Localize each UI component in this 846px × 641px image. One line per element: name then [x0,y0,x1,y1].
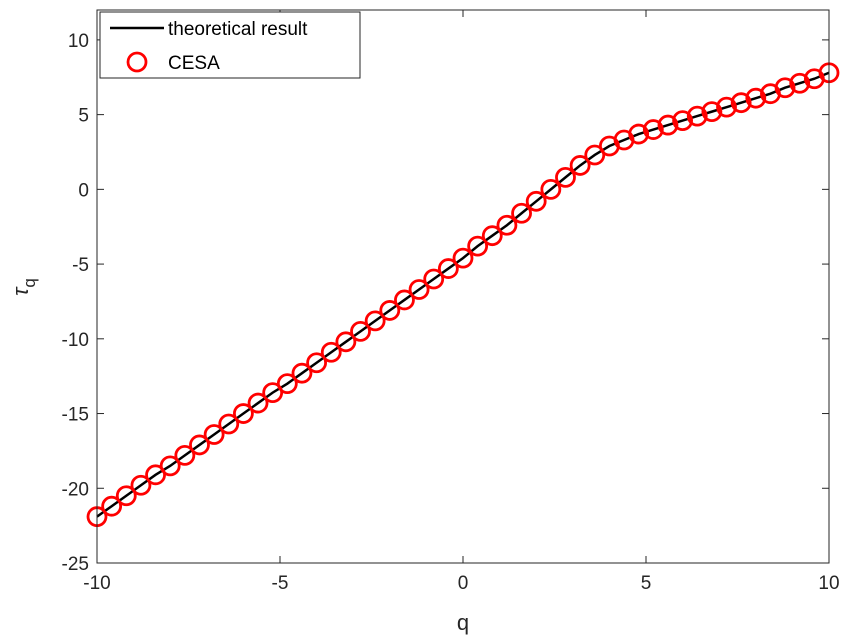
cesa-point [701,101,723,123]
x-tick-label: 5 [641,573,652,594]
y-tick-label: 5 [78,106,89,127]
cesa-point [203,424,225,445]
cesa-point [642,119,664,140]
legend-entry-cesa: CESA [168,53,220,74]
cesa-point [115,485,137,507]
cesa-point [130,474,152,496]
plot-area [97,10,829,563]
y-tick-label: -15 [62,405,89,426]
series-layer [86,62,840,528]
y-tick-label: -25 [62,554,89,575]
cesa-point [218,413,240,435]
cesa-point [145,464,166,486]
y-axis-label-subscript: q [20,278,39,287]
cesa-point [291,362,313,384]
cesa-point [189,434,210,456]
cesa-point [262,382,284,404]
legend-entry-theoretical: theoretical result [168,19,308,40]
cesa-point [452,247,474,269]
y-tick-label: -5 [72,255,89,276]
cesa-point [496,214,518,236]
cesa-point [540,178,562,200]
x-tick-label: 10 [818,573,839,594]
y-tick-label: 10 [68,31,89,52]
cesa-point [481,225,503,247]
axes-layer: -10 -5 0 5 10 -25 -20 -15 -10 -5 0 5 10 [62,9,840,594]
cesa-point [789,72,811,94]
cesa-point [379,300,401,321]
cesa-point [657,114,679,136]
cesa-point [555,166,576,188]
cesa-point [745,87,767,109]
cesa-point [525,190,547,212]
cesa-point [174,444,196,466]
cesa-point [569,155,591,176]
cesa-point [408,279,430,300]
cesa-point [437,258,459,279]
cesa-point [276,373,298,395]
x-axis-label: q [457,610,469,635]
cesa-point [628,123,650,145]
x-tick-label: -5 [272,573,289,594]
cesa-point [511,202,532,224]
y-tick-label: -20 [62,479,89,500]
cesa-point [335,331,357,353]
cesa-point [730,92,752,114]
cesa-point [247,392,269,414]
cesa-point [394,289,415,311]
legend-marker-swatch [126,51,148,73]
y-tick-label: -10 [62,330,89,351]
cesa-point [584,144,606,166]
x-tick-label: -10 [83,573,110,594]
cesa-point [306,352,328,374]
cesa-point [423,268,445,290]
y-axis-label: τq [8,278,39,296]
cesa-point [320,341,342,363]
cesa-point [686,105,708,127]
y-axis-label-base: τ [8,286,33,296]
y-tick-label: 0 [78,180,89,201]
cesa-point [364,310,386,332]
legend: theoretical result CESA [99,11,361,79]
cesa-point [101,495,123,517]
cesa-point [350,320,371,342]
cesa-point [716,96,737,118]
cesa-point [672,110,693,131]
cesa-point [159,455,181,477]
x-tick-label: 0 [458,573,469,594]
cesa-point [232,403,254,424]
cesa-point [774,77,796,99]
cesa-point [467,235,489,257]
